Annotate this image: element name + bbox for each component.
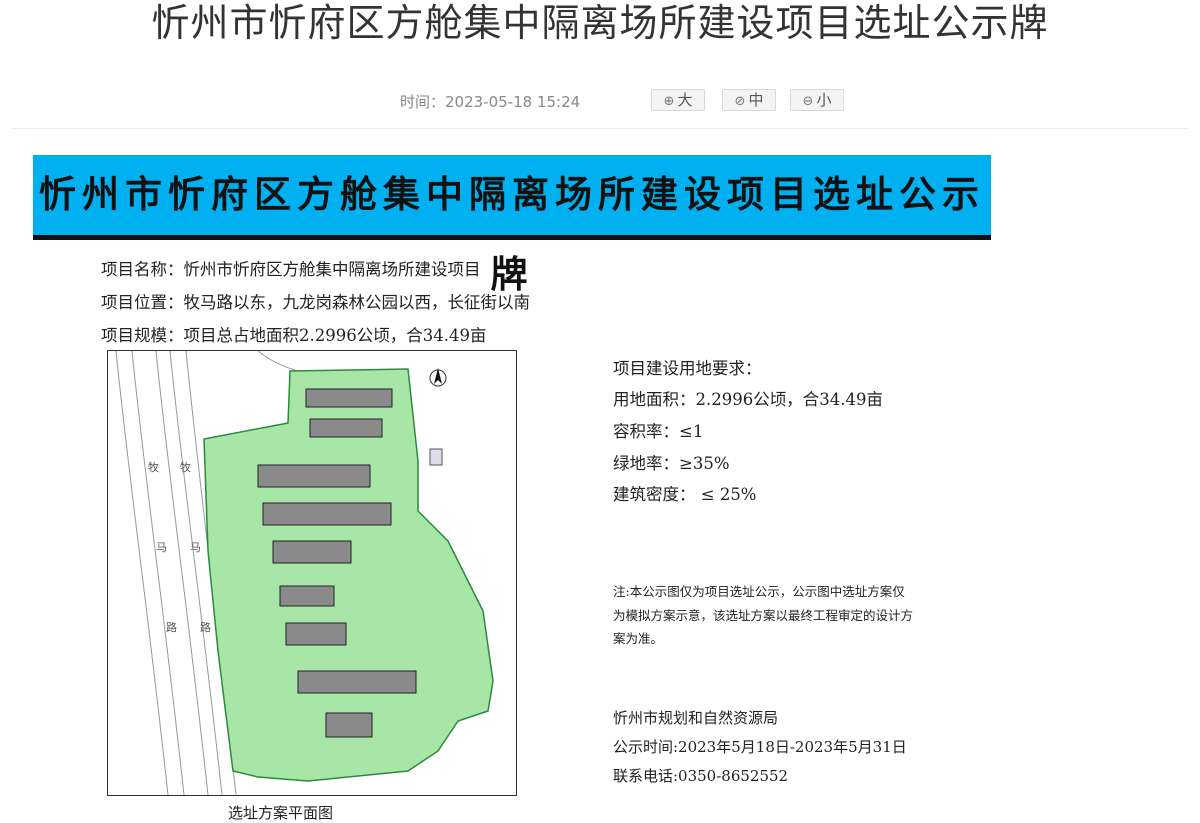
road-label: 马 [190,541,201,554]
site-plan-image: 牧 牧 马 马 路 路 [107,350,517,796]
road-label: 牧 [180,460,191,474]
road-label: 牧 [148,460,159,474]
road-label: 路 [200,621,211,634]
road-label: 马 [156,541,167,554]
notice-banner: 忻州市忻府区方舱集中隔离场所建设项目选址公示牌 [33,155,991,296]
divider [12,128,1188,129]
article-meta: 时间：2023-05-18 15:24 ⊕ 大 ⊘ 中 ⊖ 小 [0,88,1200,114]
project-name: 项目名称：忻州市忻府区方舱集中隔离场所建设项目 [101,260,481,279]
project-scale: 项目规模：项目总占地面积2.2996公顷，合34.49亩 [101,326,487,345]
font-small-button[interactable]: ⊖ 小 [790,89,844,111]
font-medium-button[interactable]: ⊘ 中 [722,89,776,111]
requirements-heading: 项目建设用地要求： [613,359,762,378]
plan-caption: 选址方案平面图 [228,804,334,822]
check-circle-icon: ⊘ [734,94,746,109]
issuer: 忻州市规划和自然资源局 [613,709,779,727]
zoom-in-icon: ⊕ [663,94,675,109]
requirement-item: 用地面积：2.2996公顷，合34.49亩 [613,390,883,409]
requirement-item: 容积率：≤1 [613,422,704,441]
north-arrow-icon [429,368,447,387]
notice-note: 注:本公示图仅为项目选址公示，公示图中选址方案仅为模拟方案示意，该选址方案以最终… [613,584,914,646]
requirement-item: 建筑密度： ≤ 25% [613,485,757,504]
zoom-out-icon: ⊖ [802,94,814,109]
publish-time: 时间：2023-05-18 15:24 [400,93,581,111]
road-label: 路 [166,621,177,634]
project-location: 项目位置：牧马路以东，九龙岗森林公园以西，长征街以南 [101,293,530,312]
font-large-button[interactable]: ⊕ 大 [651,89,705,111]
requirement-item: 绿地率：≥35% [613,454,730,473]
article-title: 忻州市忻府区方舱集中隔离场所建设项目选址公示牌 [151,1,1049,45]
contact-phone: 联系电话:0350-8652552 [613,767,789,785]
notice-period: 公示时间:2023年5月18日-2023年5月31日 [613,738,907,756]
